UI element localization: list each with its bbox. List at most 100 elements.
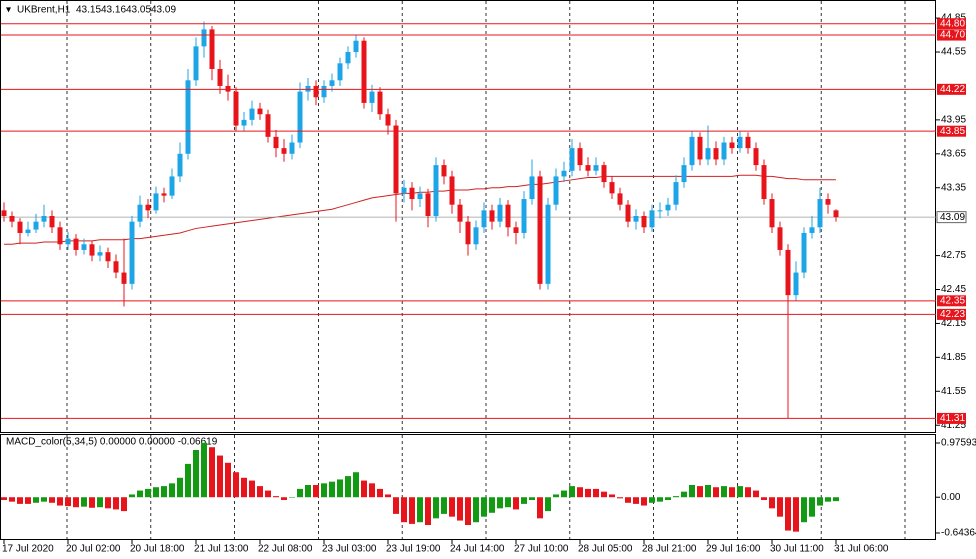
- candle-body: [385, 114, 391, 126]
- candle-body: [745, 136, 751, 149]
- macd-bar: [321, 483, 327, 498]
- level-tag: [937, 295, 966, 307]
- candle-body: [65, 238, 71, 245]
- macd-bar: [489, 497, 495, 513]
- macd-bar: [233, 472, 239, 498]
- candle-body: [737, 136, 743, 149]
- y-tick-label: 41.85: [941, 352, 966, 363]
- macd-bar: [649, 497, 655, 503]
- candle-body: [329, 80, 335, 86]
- candle-body: [809, 227, 815, 233]
- candle-body: [761, 165, 767, 200]
- candle-body: [193, 46, 199, 81]
- candle-body: [361, 40, 367, 103]
- y-tick-label: 42.15: [941, 318, 966, 329]
- macd-bar: [665, 497, 671, 500]
- candle-body: [209, 29, 215, 69]
- y-tick-label: -0.64364: [941, 528, 976, 539]
- macd-bar: [433, 497, 439, 519]
- candle-body: [145, 204, 151, 211]
- macd-bar: [457, 497, 463, 521]
- macd-bar: [257, 486, 263, 498]
- candle-body: [433, 165, 439, 216]
- candle-body: [585, 165, 591, 171]
- candle-body: [697, 136, 703, 160]
- macd-bar: [169, 483, 175, 498]
- macd-bar: [601, 491, 607, 498]
- macd-bar: [249, 480, 255, 498]
- x-tick-label: 17 Jul 2020: [2, 544, 54, 555]
- macd-bar: [377, 488, 383, 498]
- x-tick-label: 30 Jul 11:00: [770, 544, 824, 555]
- macd-bar: [81, 497, 87, 507]
- candle-body: [201, 29, 207, 47]
- macd-bar: [185, 463, 191, 498]
- candle-body: [161, 193, 167, 196]
- y-tick-label: 43.65: [941, 148, 966, 159]
- candle-body: [113, 261, 119, 273]
- candle-body: [121, 272, 127, 284]
- candle-body: [9, 216, 15, 222]
- candle-body: [281, 148, 287, 154]
- candle-body: [657, 210, 663, 212]
- macd-bar: [329, 481, 335, 498]
- macd-bar: [177, 477, 183, 498]
- candle-body: [505, 204, 511, 228]
- macd-bar: [521, 497, 527, 504]
- y-tick-label: 44.85: [941, 13, 966, 24]
- candle-body: [561, 170, 567, 177]
- macd-bar: [593, 488, 599, 498]
- macd-bar: [817, 497, 823, 506]
- candle-body: [473, 227, 479, 245]
- y-tick-label: 0.97593: [941, 438, 976, 449]
- candle-body: [129, 221, 135, 284]
- macd-bar: [481, 497, 487, 517]
- candle-body: [265, 114, 271, 137]
- candle-body: [105, 252, 111, 262]
- macd-bar: [449, 497, 455, 517]
- current-price-label: 43.09: [940, 212, 965, 223]
- candle-body: [689, 136, 695, 166]
- macd-bar: [689, 485, 695, 498]
- macd-bar: [441, 497, 447, 514]
- macd-bar: [17, 497, 23, 504]
- candle-body: [721, 142, 727, 160]
- macd-bar: [633, 497, 639, 504]
- macd-bar: [361, 480, 367, 498]
- macd-bar: [385, 494, 391, 498]
- macd-bar: [657, 497, 663, 502]
- macd-bar: [729, 487, 735, 498]
- candle-body: [481, 210, 487, 228]
- candle-body: [457, 204, 463, 222]
- x-tick-label: 29 Jul 16:00: [706, 544, 761, 555]
- candle-body: [817, 199, 823, 228]
- level-tag: [937, 18, 966, 30]
- macd-bar: [353, 472, 359, 498]
- macd-bar: [41, 497, 47, 502]
- macd-bar: [721, 486, 727, 498]
- candle-body: [369, 91, 375, 103]
- macd-bar: [217, 455, 223, 498]
- candle-body: [753, 148, 759, 166]
- candle-body: [545, 204, 551, 284]
- ohlc-low: 43.05: [126, 5, 151, 16]
- symbol: UKBrent,H1: [17, 5, 71, 16]
- macd-bar: [337, 479, 343, 498]
- candle-body: [185, 80, 191, 154]
- current-price-tag: [936, 211, 967, 224]
- candle-body: [801, 232, 807, 273]
- candle-body: [337, 63, 343, 81]
- candle-body: [441, 165, 447, 177]
- level-label: 44.80: [940, 18, 965, 29]
- candle-body: [649, 210, 655, 228]
- candle-body: [393, 125, 399, 194]
- macd-bar: [297, 488, 303, 498]
- candle-body: [41, 216, 47, 222]
- candle-body: [593, 165, 599, 171]
- macd-bar: [769, 497, 775, 509]
- macd-bar: [625, 497, 631, 503]
- macd-bar: [737, 486, 743, 498]
- candle-body: [681, 165, 687, 183]
- symbol-marker: ▾: [6, 5, 11, 16]
- macd-bar: [505, 497, 511, 508]
